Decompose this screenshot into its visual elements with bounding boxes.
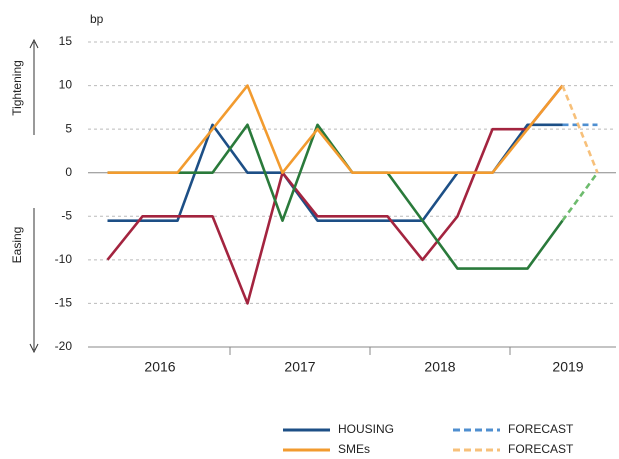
y-tick-label: 10 <box>59 78 73 92</box>
lower-label: Easing <box>10 227 24 264</box>
y-tick-label: -15 <box>55 296 73 310</box>
x-group-label: 2016 <box>144 359 175 375</box>
legend-label: FORECAST <box>508 422 574 436</box>
x-group-label: 2018 <box>424 359 455 375</box>
y-tick-label: 5 <box>65 121 72 135</box>
legend-label: SMEs <box>338 442 370 456</box>
series-line <box>561 171 599 222</box>
up-arrow-head <box>29 38 39 49</box>
down-arrow-head <box>29 343 39 354</box>
y-tick-label: -5 <box>61 208 72 222</box>
x-group-label: 2017 <box>284 359 315 375</box>
series-line <box>107 84 564 175</box>
legend-label: HOUSING <box>338 422 394 436</box>
y-tick-label: -10 <box>55 252 73 266</box>
y-axis-unit: bp <box>90 12 104 26</box>
y-tick-label: -20 <box>55 339 73 353</box>
legend-label: FORECAST <box>508 442 574 456</box>
y-tick-label: 15 <box>59 34 73 48</box>
x-group-label: 2019 <box>552 359 583 375</box>
upper-label: Tightening <box>10 60 24 116</box>
y-tick-label: 0 <box>65 165 72 179</box>
series-line <box>107 123 564 270</box>
series-line <box>561 85 599 174</box>
series-line <box>106 84 564 305</box>
